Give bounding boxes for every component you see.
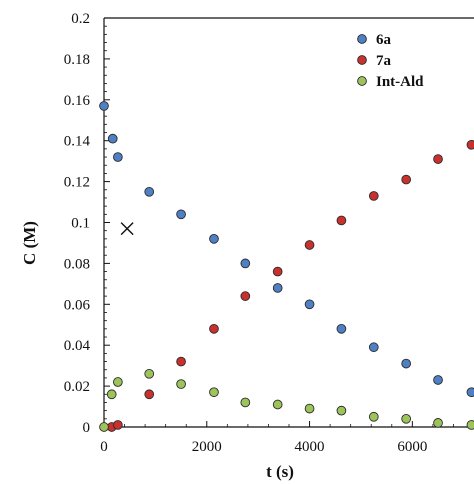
point-int-ald [99, 422, 109, 432]
point-6a [401, 358, 412, 369]
x-tick-label: 4000 [295, 439, 325, 455]
point-7a [368, 191, 379, 201]
point-7a [433, 154, 443, 164]
point-int-ald [144, 368, 155, 379]
point-6a [107, 133, 118, 144]
point-int-ald [433, 418, 443, 428]
point-int-ald [466, 420, 474, 430]
point-7a [144, 389, 155, 400]
point-7a [336, 215, 347, 226]
point-int-ald [401, 413, 412, 424]
point-7a [176, 356, 186, 367]
legend-label: 6a [376, 32, 392, 48]
y-tick-label: 0.02 [64, 379, 90, 395]
y-tick-label: 0.04 [64, 338, 91, 354]
cross-marker [120, 222, 134, 236]
point-7a [113, 420, 123, 430]
point-int-ald [240, 397, 251, 408]
point-6a [240, 258, 251, 269]
legend: 6a 7a Int-Ald [357, 32, 424, 90]
y-tick-label: 0.16 [64, 93, 91, 109]
y-tick-label: 0.18 [64, 52, 90, 68]
point-7a [240, 291, 251, 301]
y-axis-label: C (M) [20, 221, 39, 265]
legend-marker [357, 55, 367, 65]
point-6a [209, 234, 219, 244]
x-tick-label: 2000 [192, 439, 222, 455]
y-tick-label: 0.14 [64, 134, 91, 150]
point-int-ald [336, 405, 347, 416]
x-tick-label: 0 [100, 439, 108, 455]
point-7a [466, 139, 474, 150]
ticks-group: 0 0.02 0.04 0.06 0.08 0.1 0.12 0.14 0.16 0.18 0.2 0… [64, 11, 454, 455]
point-int-ald [106, 389, 117, 400]
point-6a [272, 283, 283, 293]
point-6a [368, 342, 379, 353]
y-tick-label: 0.08 [64, 256, 90, 272]
y-tick-label: 0.1 [71, 216, 90, 232]
point-6a [466, 387, 474, 398]
point-int-ald [113, 377, 123, 387]
point-7a [209, 323, 219, 334]
x-axis-label: t (s) [266, 462, 294, 481]
y-tick-label: 0.2 [71, 11, 90, 27]
y-tick-label: 0 [83, 420, 91, 436]
point-6a [99, 101, 109, 111]
y-tick-label: 0.12 [64, 175, 90, 191]
legend-marker [357, 76, 367, 86]
legend-marker [357, 34, 367, 44]
point-int-ald [272, 399, 283, 410]
point-int-ald [304, 403, 315, 414]
point-6a [113, 152, 123, 162]
point-6a [144, 186, 155, 197]
point-int-ald [368, 411, 379, 422]
point-int-ald [209, 387, 219, 398]
point-7a [401, 174, 412, 185]
legend-label: Int-Ald [376, 74, 424, 90]
y-tick-label: 0.06 [64, 297, 91, 313]
point-6a [304, 299, 315, 310]
legend-label: 7a [376, 53, 392, 69]
point-int-ald [176, 379, 186, 389]
x-tick-label: 6000 [397, 439, 427, 455]
point-7a [304, 240, 315, 250]
point-7a [272, 266, 283, 277]
point-6a [433, 375, 443, 385]
point-6a [176, 209, 186, 220]
marks-group [99, 101, 474, 432]
point-6a [336, 323, 347, 334]
